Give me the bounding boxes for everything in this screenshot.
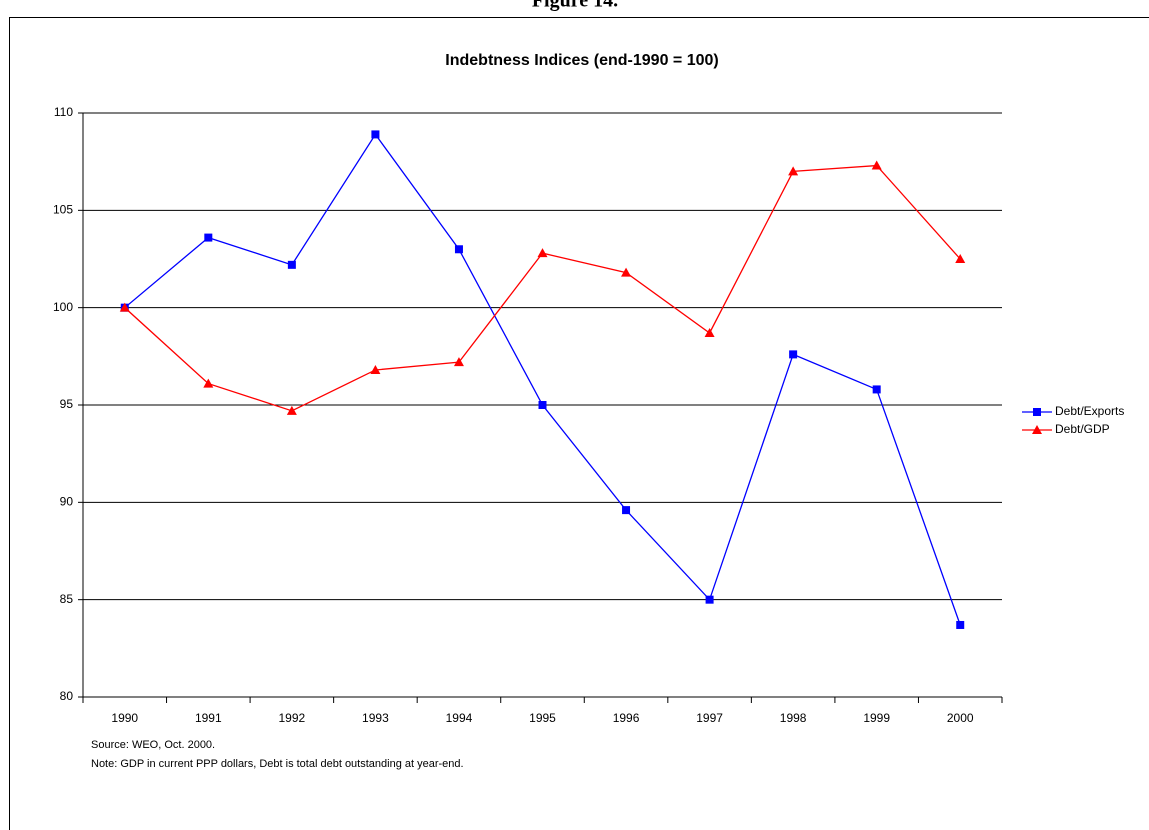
marker	[704, 327, 715, 337]
marker	[788, 166, 799, 176]
marker	[370, 364, 381, 374]
marker	[872, 385, 881, 394]
series-line	[124, 133, 961, 626]
x-tick-label: 1996	[613, 711, 640, 725]
y-tick-label: 95	[60, 397, 74, 411]
x-tick-label: 1991	[195, 711, 222, 725]
marker	[705, 595, 714, 604]
marker	[203, 378, 214, 388]
chart-title: Indebtness Indices (end-1990 = 100)	[445, 52, 718, 69]
x-tick-label: 1999	[863, 711, 890, 725]
x-tick-label: 1992	[279, 711, 306, 725]
x-tick-label: 1993	[362, 711, 389, 725]
marker	[622, 506, 631, 515]
x-tick-label: 1995	[529, 711, 556, 725]
marker	[537, 248, 548, 258]
marker	[453, 357, 464, 367]
y-tick-label: 90	[60, 495, 74, 509]
y-tick-label: 105	[53, 203, 73, 217]
marker	[119, 302, 130, 312]
marker	[371, 130, 380, 139]
marker	[1033, 408, 1041, 416]
x-tick-label: 1994	[446, 711, 473, 725]
marker	[1032, 425, 1042, 434]
marker	[871, 160, 882, 170]
marker	[287, 260, 296, 269]
x-tick-label: 1997	[696, 711, 723, 725]
marker	[956, 620, 965, 629]
y-tick-label: 80	[60, 689, 74, 703]
marker	[538, 401, 547, 409]
note: Note: GDP in current PPP dollars, Debt i…	[91, 758, 464, 770]
marker	[789, 350, 798, 359]
legend-label: Debt/GDP	[1055, 422, 1110, 436]
series-line	[124, 164, 961, 412]
legend-label: Debt/Exports	[1055, 404, 1124, 418]
marker	[286, 405, 297, 415]
figure-title: Figure 14.	[532, 0, 618, 12]
marker	[204, 233, 213, 242]
y-tick-label: 110	[54, 105, 73, 119]
x-tick-label: 2000	[947, 711, 974, 725]
x-tick-label: 1998	[780, 711, 807, 725]
y-tick-label: 100	[53, 300, 73, 314]
frame	[9, 17, 1149, 830]
marker	[955, 254, 966, 263]
note: Source: WEO, Oct. 2000.	[91, 739, 215, 751]
marker	[454, 245, 463, 254]
y-tick-label: 85	[60, 592, 74, 606]
x-tick-label: 1990	[111, 711, 138, 725]
marker	[621, 267, 632, 277]
